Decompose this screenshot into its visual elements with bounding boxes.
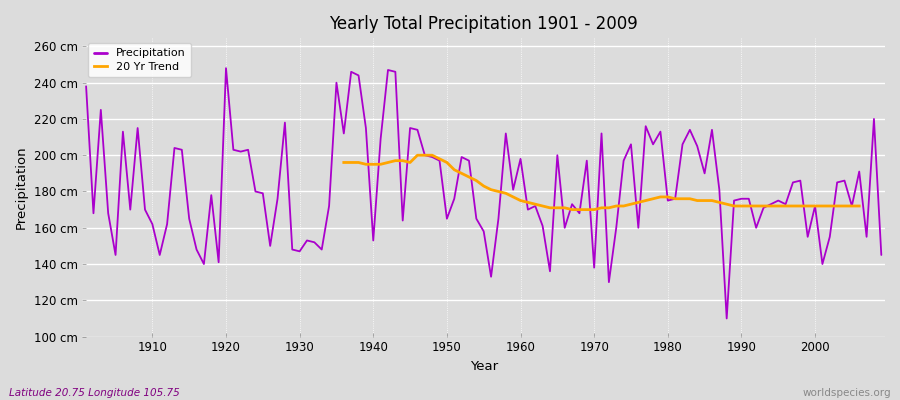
20 Yr Trend [817,204,828,208]
Precipitation [220,66,231,70]
Precipitation [140,207,150,212]
Line: Precipitation: Precipitation [86,68,881,318]
20 Yr Trend [662,194,673,199]
Precipitation [353,73,364,78]
Text: worldspecies.org: worldspecies.org [803,388,891,398]
X-axis label: Year: Year [470,360,498,373]
20 Yr Trend [839,204,850,208]
20 Yr Trend [854,204,865,208]
Precipitation [611,225,622,230]
20 Yr Trend [412,153,423,158]
Precipitation [523,207,534,212]
20 Yr Trend [419,153,430,158]
20 Yr Trend [353,160,364,165]
Y-axis label: Precipitation: Precipitation [15,145,28,229]
20 Yr Trend [567,207,578,212]
Legend: Precipitation, 20 Yr Trend: Precipitation, 20 Yr Trend [88,43,191,77]
Line: 20 Yr Trend: 20 Yr Trend [344,155,860,210]
20 Yr Trend [338,160,349,165]
Precipitation [81,84,92,89]
Precipitation [515,156,526,161]
Text: Latitude 20.75 Longitude 105.75: Latitude 20.75 Longitude 105.75 [9,388,180,398]
20 Yr Trend [604,206,615,210]
Title: Yearly Total Precipitation 1901 - 2009: Yearly Total Precipitation 1901 - 2009 [329,15,638,33]
Precipitation [721,316,732,321]
Precipitation [309,240,320,245]
Precipitation [876,252,886,257]
